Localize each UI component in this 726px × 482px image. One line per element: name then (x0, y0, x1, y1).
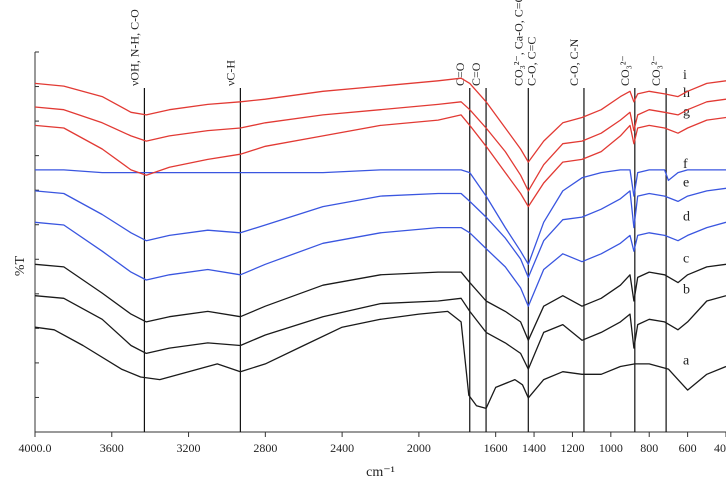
x-tick-label: 3600 (100, 441, 124, 455)
series-label-h: h (683, 86, 690, 101)
x-tick-label: 3200 (177, 441, 201, 455)
series-line-h (34, 98, 726, 192)
series-line-d (34, 221, 726, 307)
y-axis-label: %T (13, 255, 28, 276)
series-label-i: i (683, 68, 687, 83)
annotation-label: CO₃²⁻, Ca-O, C=O, (511, 0, 525, 86)
annotation-label: C-O, C=C (524, 37, 538, 86)
x-axis-label: cm⁻¹ (366, 465, 395, 480)
x-tick-label: 1000 (599, 441, 623, 455)
series-label-c: c (683, 251, 689, 266)
x-tick-label: 2400 (330, 441, 354, 455)
x-tick-label: 2000 (407, 441, 431, 455)
annotation-label: C=O (453, 62, 467, 86)
annotation-label: νC-H (223, 60, 237, 86)
x-tick-label: 40 (714, 441, 726, 455)
annotation-label: CO₃²⁻ (618, 55, 632, 86)
annotation-label: C=O (469, 62, 483, 86)
series-line-e (34, 187, 726, 279)
series-label-a: a (683, 353, 690, 368)
annotation-label: C-O, C-N (567, 38, 581, 86)
x-tick-label: 2800 (253, 441, 277, 455)
x-tick-label: 1400 (522, 441, 546, 455)
x-tick-label: 600 (679, 441, 697, 455)
annotation-label: CO₃²⁻ (649, 55, 663, 86)
series-line-b (34, 295, 726, 370)
series-line-c (34, 263, 726, 341)
x-tick-label: 1600 (484, 441, 508, 455)
x-tick-label: 4000.0 (19, 441, 52, 455)
x-tick-label: 800 (640, 441, 658, 455)
series-label-f: f (683, 157, 688, 172)
series-label-d: d (683, 209, 690, 224)
series-label-e: e (683, 175, 689, 190)
annotation-label: νOH, N-H, C-O (127, 9, 141, 86)
series-line-f (35, 169, 726, 265)
series-line-a (34, 310, 726, 410)
x-tick-label: 1200 (560, 441, 584, 455)
series-line-i (34, 77, 726, 163)
series-line-g (34, 114, 726, 208)
series-label-g: g (683, 105, 690, 120)
series-label-b: b (683, 283, 690, 298)
